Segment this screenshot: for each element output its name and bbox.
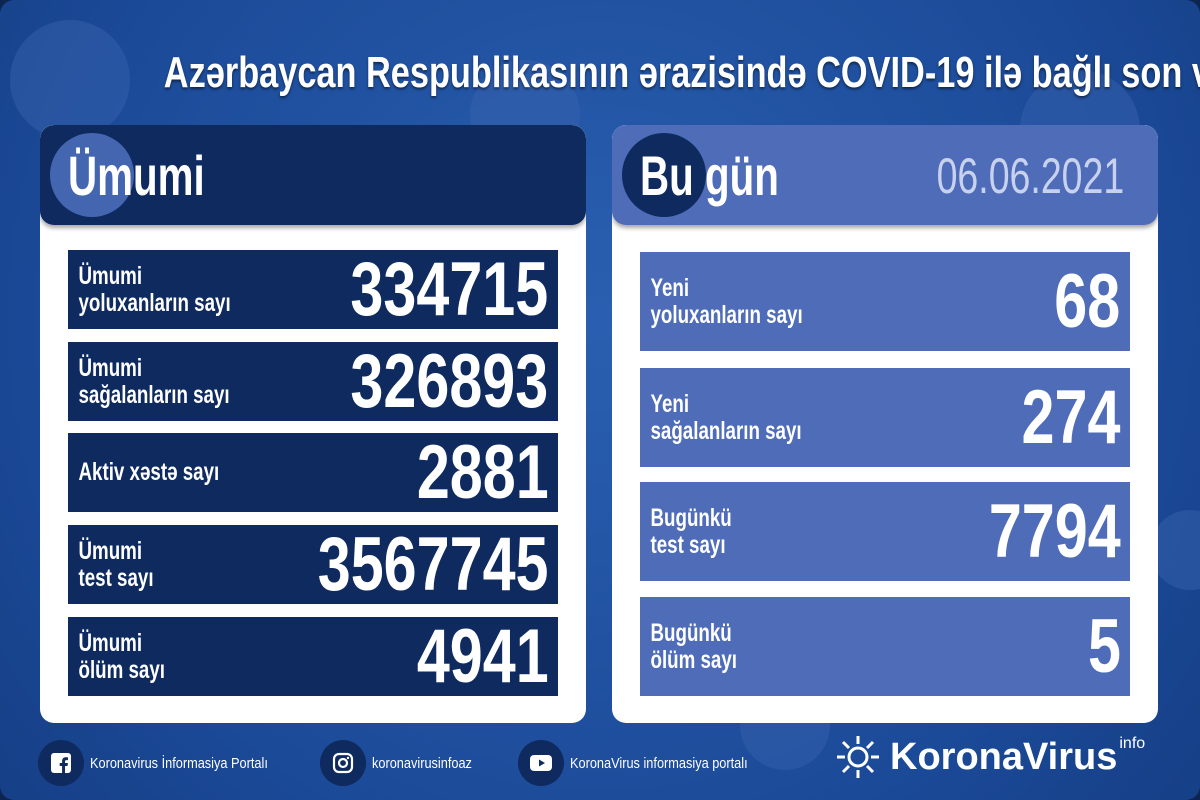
row-value: 4941: [416, 614, 549, 699]
total-row: Ümumi sağalanların sayı 326893: [68, 339, 558, 424]
row-label-line1: Bugünkü: [650, 618, 732, 647]
total-row: Aktiv xəstə sayı 2881: [68, 430, 558, 515]
brand-name: KoronaVirus: [890, 735, 1118, 778]
facebook-icon: [38, 740, 84, 786]
row-label: Ümumi yoluxanların sayı: [68, 261, 231, 317]
row-label-line1: Yeni: [650, 273, 690, 302]
row-label-line1: Ümumi: [78, 628, 143, 657]
youtube-icon: [518, 740, 564, 786]
row-value: 274: [1021, 375, 1121, 460]
footer-youtube[interactable]: KoronaVirus informasiya portalı: [518, 738, 779, 788]
total-row: Ümumi ölüm sayı 4941: [68, 614, 558, 699]
brand-logo: KoronaVirus info: [836, 735, 1145, 779]
row-value: 5: [1087, 604, 1121, 689]
footer-facebook[interactable]: Koronavirus İnformasiya Portalı: [38, 738, 299, 788]
today-date: 06.06.2021: [936, 148, 1124, 204]
today-header: Bu gün 06.06.2021: [612, 125, 1158, 225]
today-row: Yeni sağalanların sayı 274: [640, 368, 1130, 467]
today-row: Bugünkü test sayı 7794: [640, 482, 1130, 581]
instagram-text: koronavirusinfoaz: [372, 754, 472, 772]
row-label-line2: sağalanların sayı: [78, 380, 230, 409]
row-label-line2: sağalanların sayı: [650, 416, 802, 445]
row-label-line1: Ümumi: [78, 261, 143, 290]
page-title: Azərbaycan Respublikasının ərazisində CO…: [0, 48, 1200, 98]
row-label-line1: Ümumi: [78, 353, 143, 382]
row-label: Bugünkü test sayı: [640, 503, 732, 559]
row-label-line1: Yeni: [650, 389, 690, 418]
today-row: Yeni yoluxanların sayı 68: [640, 252, 1130, 351]
instagram-icon: [320, 740, 366, 786]
footer-instagram[interactable]: koronavirusinfoaz: [320, 738, 490, 788]
total-card: Ümumi Ümumi yoluxanların sayı 334715 Ümumi s…: [40, 125, 586, 723]
row-value: 3567745: [317, 522, 549, 607]
row-value: 334715: [350, 247, 549, 332]
row-label: Ümumi test sayı: [68, 536, 154, 592]
total-row: Ümumi yoluxanların sayı 334715: [68, 247, 558, 332]
row-label-line1: Bugünkü: [650, 503, 732, 532]
virus-icon: [622, 133, 706, 217]
row-value: 326893: [350, 339, 549, 424]
row-label-line2: yoluxanların sayı: [650, 300, 803, 329]
today-row: Bugünkü ölüm sayı 5: [640, 597, 1130, 696]
facebook-text: Koronavirus İnformasiya Portalı: [90, 754, 268, 772]
row-label: Ümumi ölüm sayı: [68, 628, 165, 684]
total-header: Ümumi: [40, 125, 586, 225]
row-label: Ümumi sağalanların sayı: [68, 353, 230, 409]
row-label-line1: Ümumi: [78, 536, 143, 565]
virus-icon: [50, 133, 134, 217]
row-label-line2: ölüm sayı: [78, 655, 165, 684]
total-heading: Ümumi: [68, 144, 205, 207]
sun-virus-icon: [837, 736, 879, 778]
brand-sup: info: [1119, 735, 1146, 752]
title-text: Azərbaycan Respublikasının ərazisində CO…: [163, 48, 1200, 97]
row-value: 68: [1054, 259, 1121, 344]
row-label-line2: ölüm sayı: [650, 645, 737, 674]
row-label-line2: test sayı: [78, 563, 154, 592]
row-label-line1: Aktiv xəstə sayı: [78, 458, 220, 486]
row-value: 2881: [416, 430, 549, 515]
row-label: Yeni sağalanların sayı: [640, 389, 802, 445]
row-label: Aktiv xəstə sayı: [68, 458, 220, 486]
row-label-line2: yoluxanların sayı: [78, 288, 231, 317]
today-card: Bu gün 06.06.2021 Yeni yoluxanların sayı 6…: [612, 125, 1158, 723]
virus-decoration: [10, 20, 130, 140]
youtube-text: KoronaVirus informasiya portalı: [570, 754, 748, 772]
today-heading: Bu gün: [640, 144, 779, 207]
row-label: Bugünkü ölüm sayı: [640, 618, 737, 674]
row-value: 7794: [988, 489, 1121, 574]
total-row: Ümumi test sayı 3567745: [68, 522, 558, 607]
row-label: Yeni yoluxanların sayı: [640, 273, 803, 329]
row-label-line2: test sayı: [650, 530, 726, 559]
